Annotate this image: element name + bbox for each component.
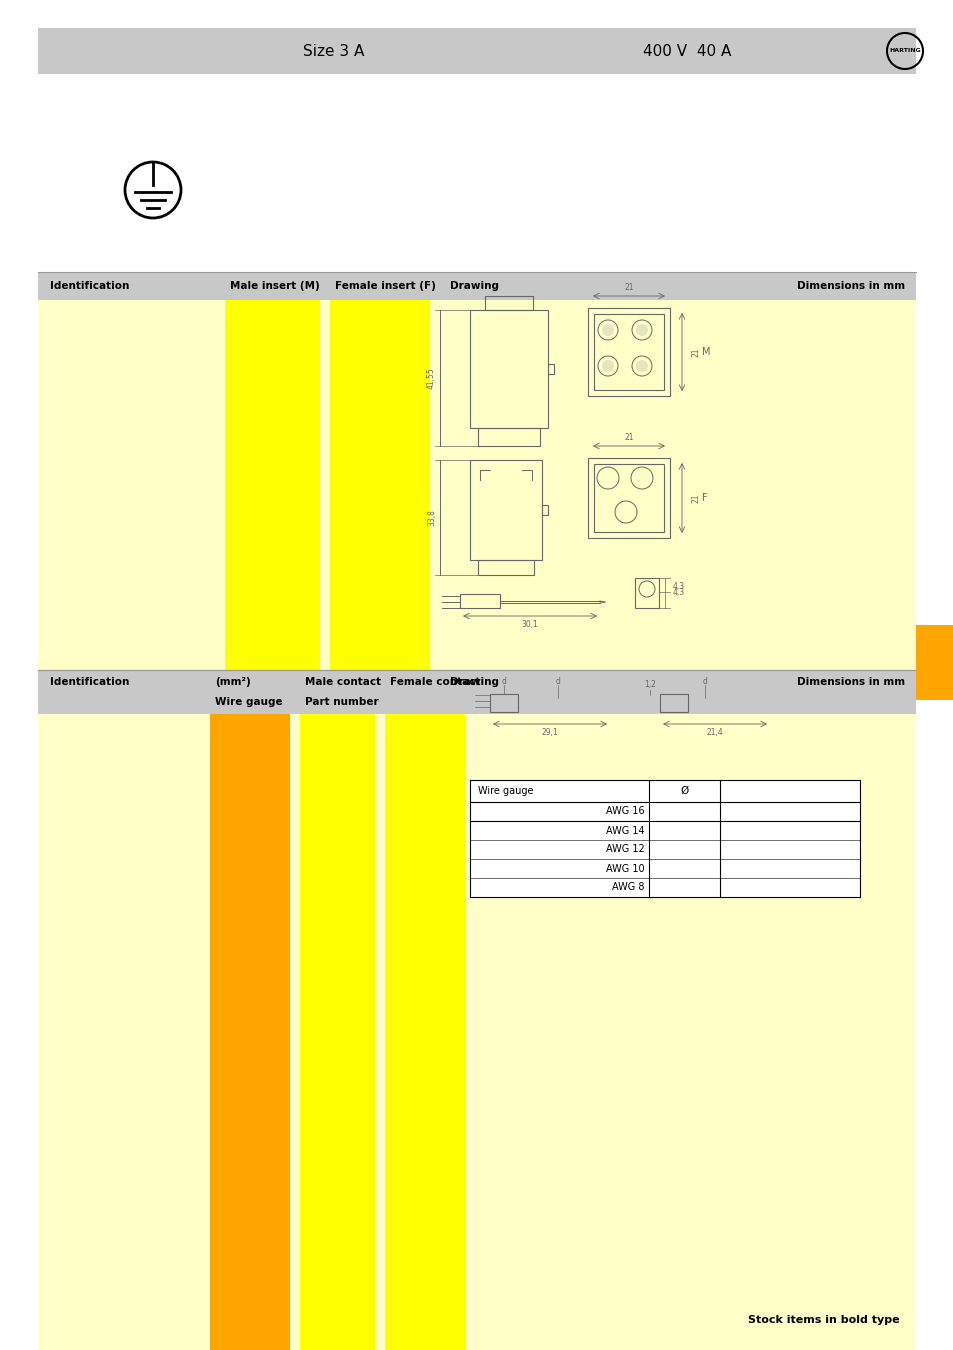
Text: Drawing: Drawing [450, 678, 498, 687]
Text: d: d [555, 678, 559, 687]
Bar [593, 695, 609, 711]
Text: Female contact: Female contact [390, 678, 480, 687]
Text: Ø: Ø [679, 786, 688, 796]
Text: 21,4: 21,4 [706, 728, 722, 737]
Text: Male contact: Male contact [305, 678, 381, 687]
Bar [490, 694, 517, 711]
Text: AWG 14: AWG 14 [605, 825, 643, 836]
Bar [687, 698, 752, 707]
Text: AWG 10: AWG 10 [605, 864, 643, 873]
Bar [517, 698, 593, 707]
Text: 33,8: 33,8 [427, 509, 436, 526]
Text: 29,1: 29,1 [541, 728, 558, 737]
Text: Drawing: Drawing [450, 281, 498, 292]
Bar [330, 300, 430, 670]
Text: Wire gauge: Wire gauge [477, 786, 533, 796]
Bar [225, 300, 319, 670]
Circle shape [636, 324, 647, 336]
Text: Male insert (M): Male insert (M) [230, 281, 319, 292]
Bar [484, 296, 533, 310]
Circle shape [601, 360, 614, 373]
Text: Wire gauge: Wire gauge [214, 697, 282, 706]
Text: Size 3 A: Size 3 A [303, 43, 364, 58]
Bar [547, 364, 554, 374]
Text: Identification: Identification [50, 281, 130, 292]
Circle shape [636, 360, 647, 373]
Bar [477, 428, 539, 446]
Bar [459, 594, 499, 608]
Bar [635, 578, 659, 608]
Text: Female insert (F): Female insert (F) [335, 281, 436, 292]
Bar [38, 300, 915, 670]
Text: (mm²): (mm²) [214, 678, 251, 687]
Text: Part number: Part number [305, 697, 378, 706]
Text: 41,55: 41,55 [427, 367, 436, 389]
Text: d: d [701, 678, 707, 687]
Bar [38, 271, 915, 300]
Text: Identification: Identification [50, 678, 130, 687]
Bar [299, 714, 375, 1350]
Bar [477, 560, 534, 575]
Text: d: d [501, 678, 506, 687]
Text: 30,1: 30,1 [521, 620, 537, 629]
Bar [470, 780, 859, 896]
Circle shape [601, 324, 614, 336]
Text: AWG 16: AWG 16 [605, 806, 643, 817]
Bar [594, 464, 663, 532]
Bar [470, 460, 541, 560]
Bar [385, 714, 464, 1350]
Bar [752, 695, 769, 711]
Bar [38, 28, 915, 74]
Text: 21: 21 [623, 433, 633, 443]
Text: AWG 12: AWG 12 [605, 845, 643, 855]
Bar [210, 714, 290, 1350]
Bar [541, 505, 547, 514]
Bar [587, 308, 669, 396]
Bar [915, 625, 953, 701]
Text: 4,3: 4,3 [672, 589, 684, 598]
Text: Dimensions in mm: Dimensions in mm [796, 281, 904, 292]
Text: M: M [701, 347, 710, 356]
Text: AWG 8: AWG 8 [611, 883, 643, 892]
Bar [587, 458, 669, 539]
Text: 400 V  40 A: 400 V 40 A [642, 43, 730, 58]
Bar [38, 670, 915, 714]
Text: Dimensions in mm: Dimensions in mm [796, 678, 904, 687]
Text: F: F [701, 493, 707, 504]
Bar [38, 714, 915, 1350]
Text: HARTING: HARTING [888, 49, 920, 54]
Bar [594, 315, 663, 390]
Text: 4,3: 4,3 [672, 582, 684, 590]
Text: 21: 21 [623, 284, 633, 293]
Text: 21: 21 [691, 347, 700, 356]
Text: 1,2: 1,2 [643, 680, 656, 690]
Text: Stock items in bold type: Stock items in bold type [747, 1315, 899, 1324]
Bar [659, 694, 687, 711]
Bar [470, 310, 547, 428]
Text: 21: 21 [691, 493, 700, 502]
